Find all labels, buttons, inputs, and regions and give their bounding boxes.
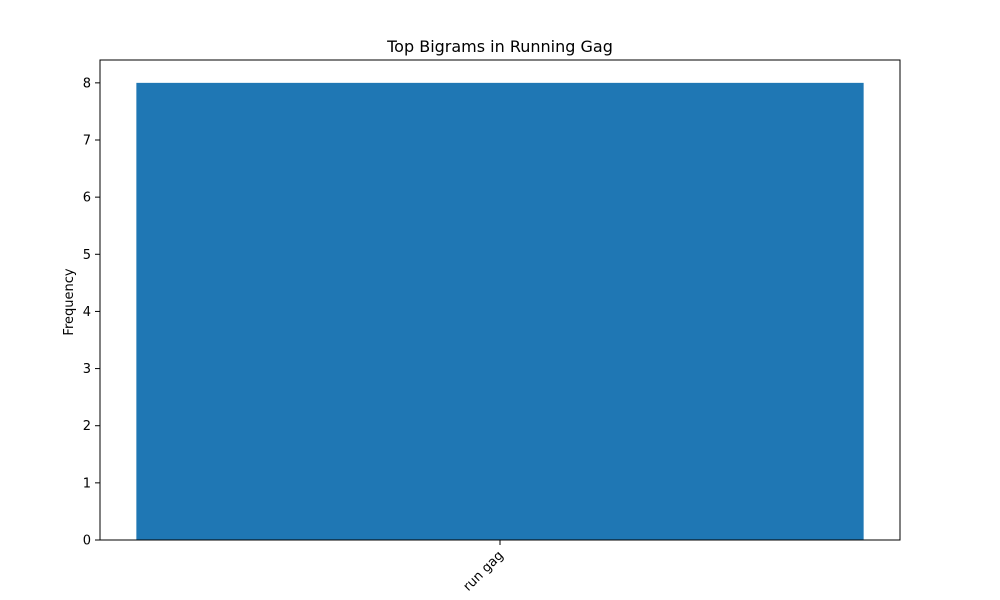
y-tick-label: 3 xyxy=(83,362,91,377)
y-tick-label: 1 xyxy=(83,476,91,491)
y-tick-label: 4 xyxy=(83,305,91,320)
y-tick-label: 2 xyxy=(83,419,91,434)
y-tick-label: 7 xyxy=(83,134,91,149)
y-tick-label: 5 xyxy=(83,248,91,263)
chart-title: Top Bigrams in Running Gag xyxy=(386,37,613,56)
y-axis: 0 1 2 3 4 5 6 7 8 xyxy=(83,76,100,549)
y-tick-label: 8 xyxy=(83,76,91,91)
y-tick-label: 6 xyxy=(83,191,91,206)
y-tick-label: 0 xyxy=(83,534,91,549)
bars-group xyxy=(136,82,864,540)
y-axis-label: Frequency xyxy=(62,268,77,335)
bar-run-gag xyxy=(136,82,864,540)
